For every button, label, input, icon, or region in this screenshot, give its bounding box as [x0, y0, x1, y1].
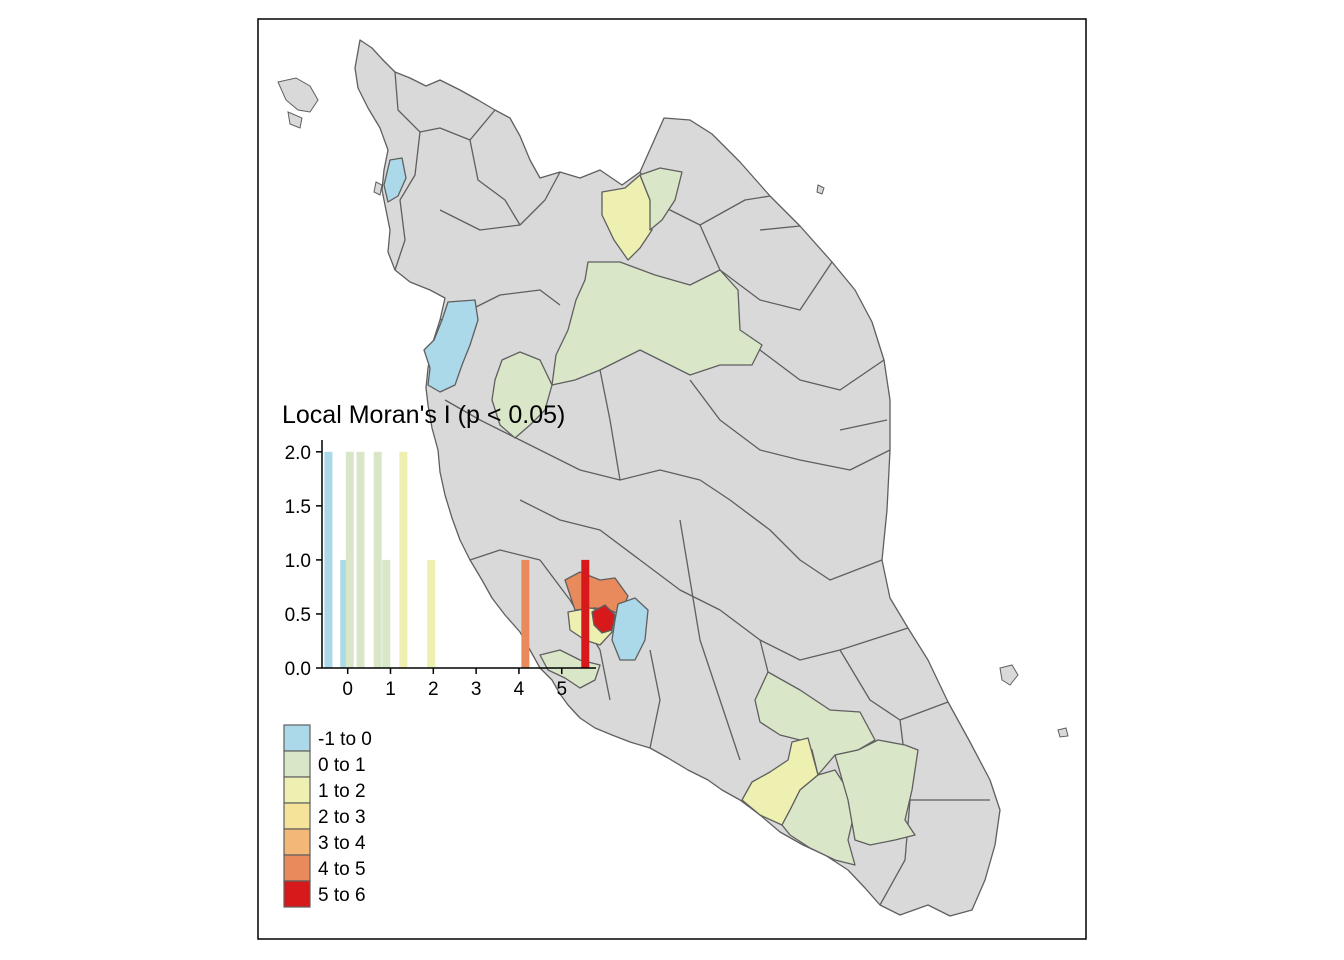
district-boundary [839, 419, 888, 431]
legend-swatch [283, 724, 311, 752]
legend-swatch [283, 776, 311, 804]
x-tick-label: 2 [428, 679, 439, 700]
district-boundary [599, 369, 621, 481]
district-0to1-north [639, 167, 683, 231]
y-tick-label: 1.5 [285, 497, 311, 518]
histogram-bar [340, 559, 349, 668]
y-tick-label: 0.5 [285, 605, 311, 626]
legend-item: 0 to 1 [283, 750, 366, 778]
district-boundary [839, 649, 949, 721]
x-tick-label: 1 [385, 679, 396, 700]
y-tick-label: 0.0 [285, 659, 311, 680]
highlighted-districts [383, 157, 919, 866]
legend-swatch [283, 880, 311, 908]
legend-label: -1 to 0 [318, 729, 372, 750]
x-tick-label: 3 [471, 679, 482, 700]
island [1057, 727, 1069, 738]
legend-swatch [283, 828, 311, 856]
district-boundary [394, 131, 421, 271]
legend-item: -1 to 0 [283, 724, 372, 752]
island [816, 184, 825, 195]
district-boundary [699, 224, 833, 311]
district-boundary [579, 469, 731, 501]
district-boundary [439, 171, 561, 231]
district-boundary [444, 399, 581, 471]
district-boundary [469, 139, 521, 226]
histogram-bar [373, 451, 382, 668]
chart-title: Local Moran's I (p < 0.05) [282, 401, 565, 429]
district-boundary [759, 349, 885, 391]
histogram: Local Moran's I (p < 0.05) 0.0 0.5 1.0 1.5 2… [282, 401, 596, 700]
histogram-bar [382, 559, 391, 668]
district-boundary [649, 649, 661, 749]
district-5to6 [591, 604, 616, 634]
y-tick-label: 1.0 [285, 551, 311, 572]
legend-label: 5 to 6 [318, 885, 366, 906]
district-0to1-south-c [834, 739, 919, 846]
district-negative-north [383, 157, 407, 203]
y-ticks: 0.0 0.5 1.0 1.5 2.0 [285, 443, 322, 680]
legend-item: 1 to 2 [283, 776, 366, 804]
district-boundary [689, 379, 891, 471]
island [277, 77, 319, 113]
histogram-bar [356, 451, 365, 668]
district-boundary [729, 499, 883, 581]
district-boundary [519, 499, 641, 561]
x-ticks: 0 1 2 3 4 5 [342, 668, 567, 700]
district-boundary [879, 799, 911, 906]
histogram-bar [521, 559, 530, 668]
district-0to1-west [491, 351, 553, 439]
histogram-bar [427, 559, 436, 668]
district-1to2-south [741, 737, 819, 826]
legend-label: 1 to 2 [318, 781, 366, 802]
x-tick-label: 4 [514, 679, 525, 700]
histogram-bar [324, 451, 333, 668]
legend-swatch [283, 802, 311, 830]
histogram-bars [324, 451, 590, 668]
legend-label: 4 to 5 [318, 859, 366, 880]
district-negative-east [611, 597, 649, 661]
histogram-bar [399, 451, 408, 668]
legend-item: 5 to 6 [283, 880, 366, 908]
district-0to1-central [551, 261, 763, 386]
islands [277, 77, 1069, 738]
histogram-bar [581, 559, 590, 668]
legend-swatch [283, 750, 311, 778]
legend-label: 0 to 1 [318, 755, 366, 776]
histogram-bar [345, 451, 354, 668]
district-boundary [759, 225, 801, 231]
district-0to1-southwest [539, 649, 601, 689]
island [373, 181, 383, 196]
legend-swatch [283, 854, 311, 882]
district-1to2-north [601, 174, 653, 261]
district-boundary [679, 519, 741, 761]
legend-item: 4 to 5 [283, 854, 366, 882]
legend-label: 3 to 4 [318, 833, 366, 854]
legend-item: 3 to 4 [283, 828, 366, 856]
x-tick-label: 5 [556, 679, 567, 700]
x-tick-label: 0 [342, 679, 353, 700]
district-boundary [394, 71, 496, 141]
district-negative-west [423, 299, 479, 393]
island [287, 111, 303, 129]
legend-item: 2 to 3 [283, 802, 366, 830]
legend: -1 to 0 0 to 1 1 to 2 2 to 3 3 to 4 4 to 5 5 t… [283, 724, 372, 908]
district-0to1-south-a [754, 671, 876, 776]
legend-label: 2 to 3 [318, 807, 366, 828]
y-tick-label: 2.0 [285, 443, 311, 464]
district-boundary [469, 549, 541, 561]
island [999, 664, 1019, 686]
